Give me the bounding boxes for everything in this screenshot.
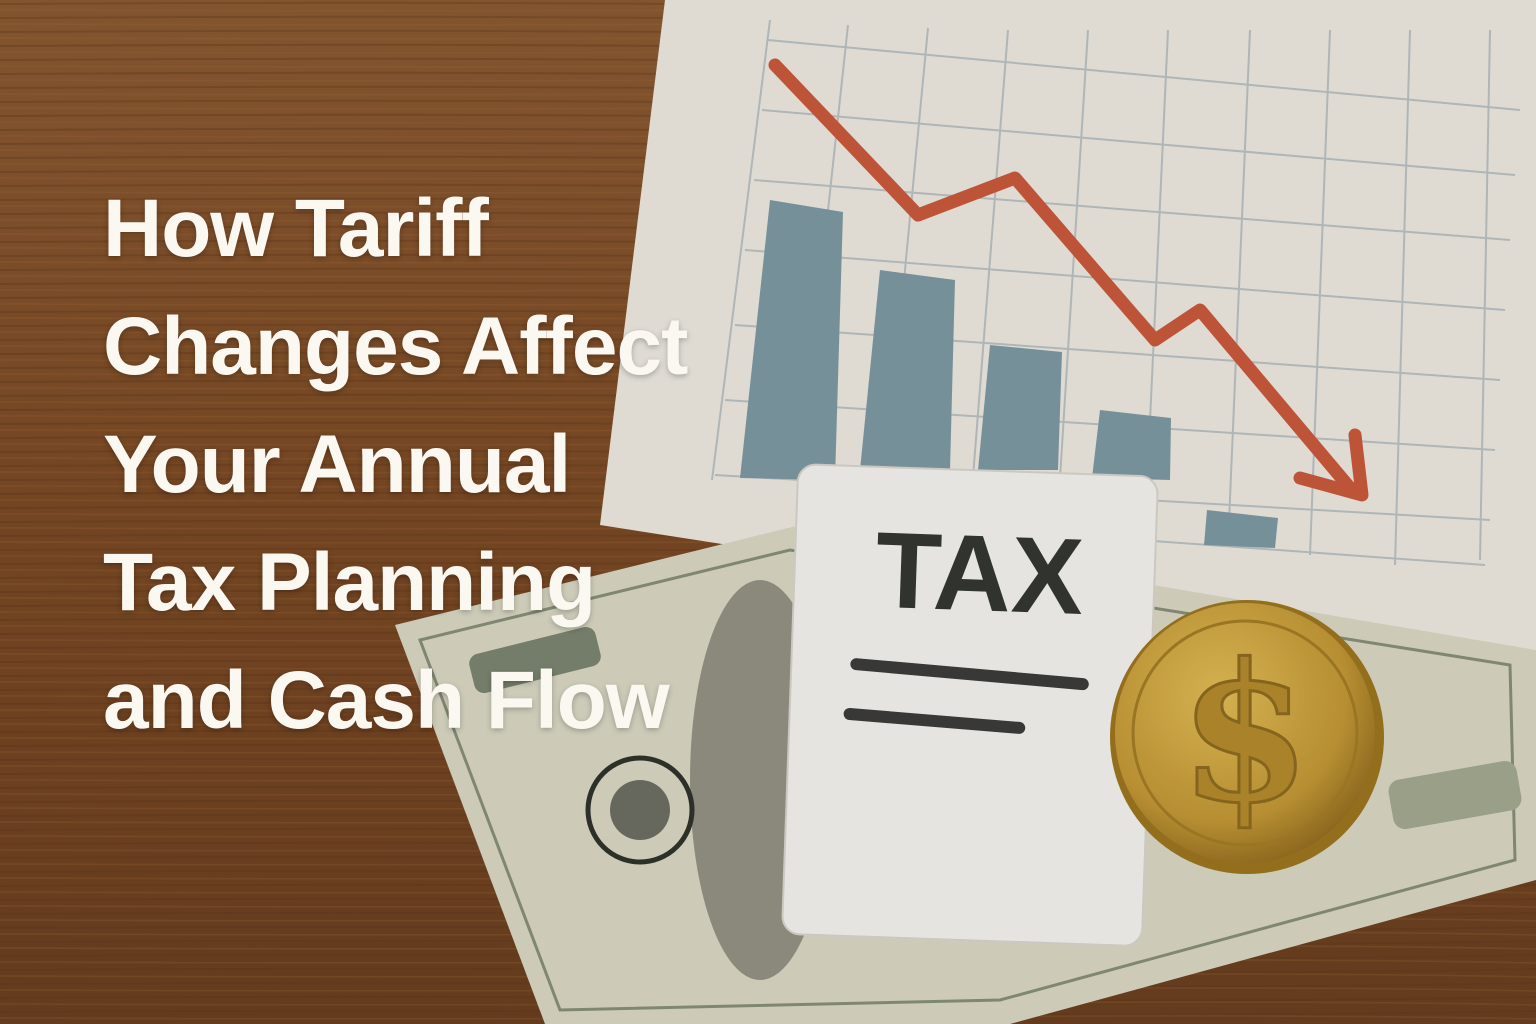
- seal: [585, 755, 695, 865]
- tax-card-label: TAX: [874, 509, 1086, 637]
- title-line-4: Tax Planning: [103, 537, 596, 628]
- chart-bars: [740, 200, 1278, 548]
- bar-4: [1092, 410, 1171, 480]
- title-line-3: Your Annual: [103, 419, 571, 510]
- title-line-1: How Tariff: [103, 183, 489, 274]
- title-line-2: Changes Affect: [103, 301, 688, 392]
- tax-document-icon: TAX: [781, 463, 1159, 947]
- down-trend-arrow-icon: [768, 58, 1369, 502]
- title-line-5: and Cash Flow: [103, 655, 670, 746]
- page-title: How Tariff Changes Affect Your Annual Ta…: [103, 170, 688, 760]
- dollar-coin-icon: $: [1110, 600, 1384, 874]
- bar-3: [978, 345, 1062, 470]
- coin-symbol: $: [1179, 622, 1311, 845]
- bar-5: [1204, 510, 1278, 548]
- bar-2: [860, 270, 955, 470]
- bar-1: [740, 200, 843, 480]
